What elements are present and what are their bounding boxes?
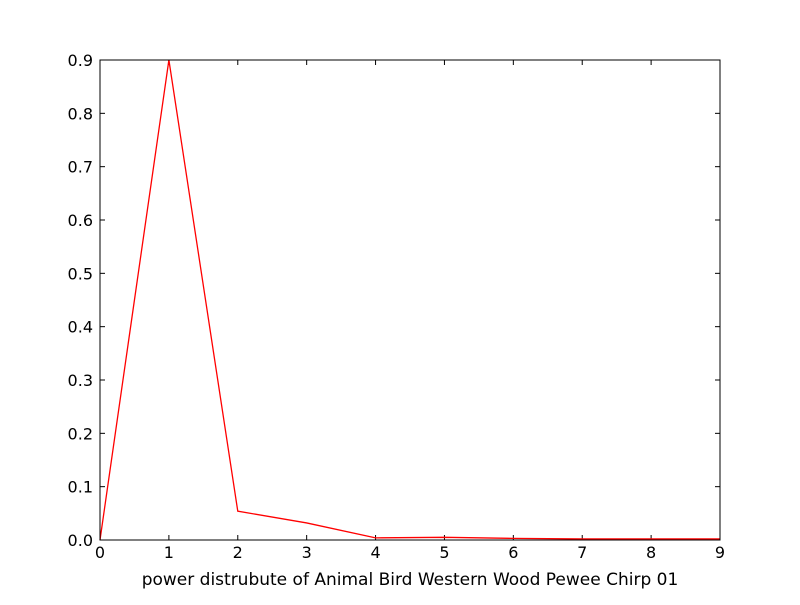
- x-tick-label: 9: [715, 543, 725, 562]
- y-tick-label: 0.2: [68, 424, 93, 443]
- y-tick-label: 0.5: [68, 264, 93, 283]
- x-tick-label: 6: [508, 543, 518, 562]
- x-tick-label: 8: [646, 543, 656, 562]
- x-tick-label: 2: [233, 543, 243, 562]
- y-tick-label: 0.7: [68, 158, 93, 177]
- y-tick-label: 0.4: [68, 318, 93, 337]
- y-tick-label: 0.1: [68, 478, 93, 497]
- y-tick-label: 0.8: [68, 104, 93, 123]
- y-tick-label: 0.6: [68, 211, 93, 230]
- y-tick-label: 0.3: [68, 371, 93, 390]
- plot-frame: [100, 60, 720, 540]
- x-tick-label: 0: [95, 543, 105, 562]
- y-tick-label: 0.0: [68, 531, 93, 550]
- y-tick-label: 0.9: [68, 51, 93, 70]
- x-axis-label: power distrubute of Animal Bird Western …: [142, 570, 679, 590]
- x-tick-label: 5: [439, 543, 449, 562]
- x-tick-label: 1: [164, 543, 174, 562]
- ticks-layer: 0 1 2 3 4 5 6 7 8 9 0.0 0.1 0.2 0.3 0.4 0.5 0.6 0.7 0.8 0.9: [68, 51, 726, 562]
- series-line-0: [100, 60, 720, 540]
- x-tick-label: 7: [577, 543, 587, 562]
- series-layer: [100, 60, 720, 540]
- x-tick-label: 4: [370, 543, 380, 562]
- x-tick-label: 3: [302, 543, 312, 562]
